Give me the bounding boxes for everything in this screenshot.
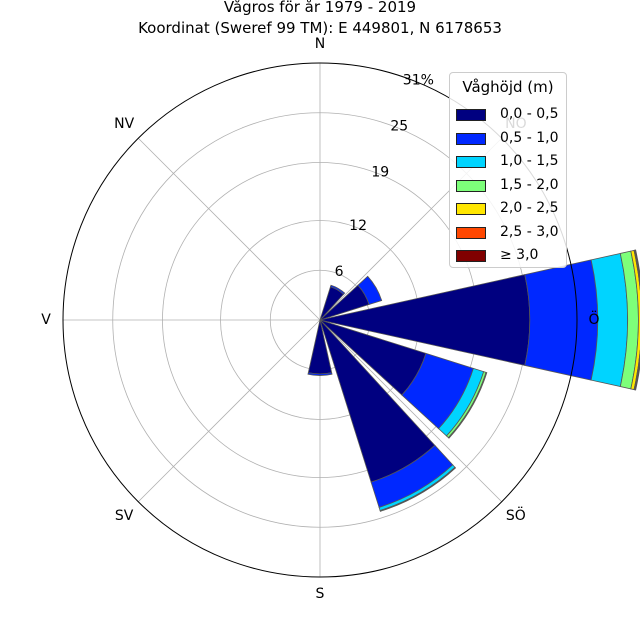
legend-label: 0,5 - 1,0 [500, 129, 559, 146]
legend-swatch [456, 132, 486, 145]
direction-label: SV [115, 508, 134, 524]
legend-label: 1,0 - 1,5 [500, 153, 559, 169]
direction-label: N [315, 36, 325, 52]
direction-label: V [41, 312, 51, 328]
legend-label: 1,5 - 2,0 [500, 176, 559, 193]
radial-gridline [319, 319, 503, 503]
legend-swatch [456, 156, 486, 168]
rose-bar-segment [379, 466, 457, 512]
legend-swatch [456, 109, 486, 121]
legend-swatch [456, 226, 486, 239]
direction-label: S [316, 586, 325, 602]
rose-bars [307, 249, 640, 512]
radial-gridline [137, 137, 321, 321]
radial-tick-label: 19 [371, 164, 389, 180]
radial-tick-label: 31% [403, 73, 434, 89]
polar-frame [62, 62, 578, 578]
radial-tick-label: 6 [335, 264, 344, 280]
rose-bar-segment [524, 259, 599, 381]
radial-tick-label: 12 [349, 218, 367, 234]
direction-label: SÖ [506, 506, 526, 524]
legend-swatch [456, 203, 486, 215]
chart-title: Vågros för år 1979 - 2019 [223, 0, 417, 16]
rose-bar-segment [357, 275, 383, 306]
direction-label: Ö [588, 310, 599, 328]
legend: Våghöjd (m) 0,0 - 0,5 0,5 - 1,0 1,0 - 1,5 1… [449, 72, 567, 268]
legend-label: 2,5 - 3,0 [500, 223, 559, 240]
rose-bar-segment [329, 284, 346, 295]
legend-label: 0,0 - 0,5 [500, 106, 559, 122]
legend-label: 2,0 - 2,5 [500, 200, 559, 216]
radial-gridline [137, 319, 321, 503]
legend-swatch [456, 250, 486, 262]
legend-label: ≥ 3,0 [500, 247, 539, 263]
legend-title: Våghöjd (m) [462, 78, 554, 96]
rose-bar-segment [447, 371, 488, 439]
direction-label: NV [114, 116, 134, 132]
chart-subtitle: Koordinat (Sweref 99 TM): E 449801, N 61… [138, 19, 502, 37]
axis-labels: NNOÖSÖSSVVNV612192531% [41, 36, 599, 602]
rose-bar-segment [307, 372, 333, 376]
outer-circle [62, 62, 578, 578]
rose-bar-segment [634, 249, 640, 391]
radial-tick-label: 25 [390, 119, 408, 135]
legend-swatch [456, 179, 486, 192]
